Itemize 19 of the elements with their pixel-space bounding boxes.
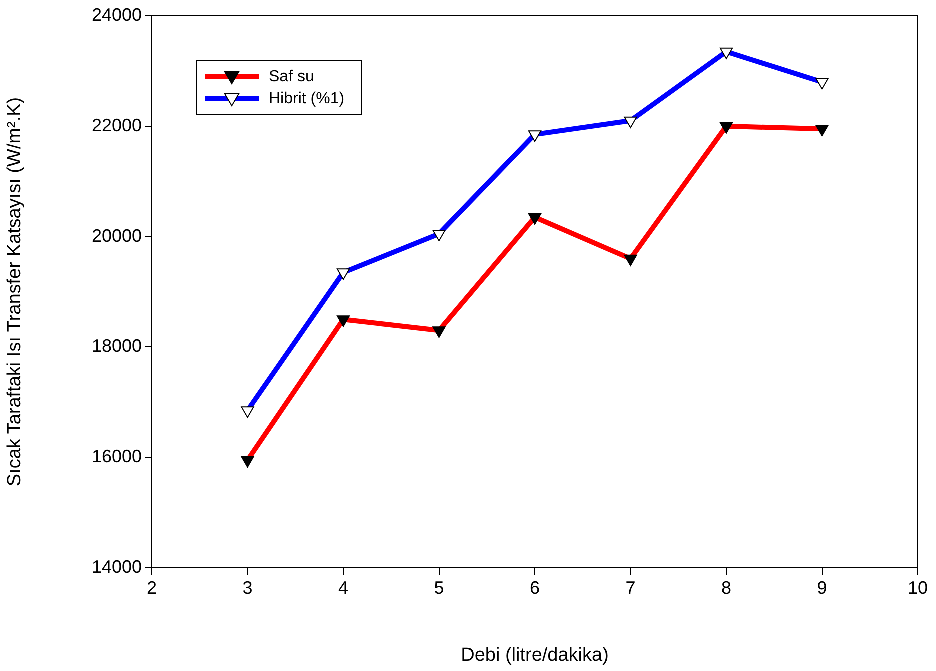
y-tick-label: 14000 xyxy=(92,556,142,577)
x-tick-label: 7 xyxy=(626,578,636,598)
x-tick-label: 5 xyxy=(434,578,444,598)
y-tick-label: 18000 xyxy=(92,336,142,356)
legend-label: Saf su xyxy=(269,68,314,86)
x-tick-label: 4 xyxy=(338,578,349,598)
x-tick-label: 6 xyxy=(530,578,540,598)
x-axis-title: Debi (litre/dakika) xyxy=(461,644,609,666)
x-tick-label: 8 xyxy=(721,578,732,598)
y-axis-title: Sıcak Taraftaki Isı Transfer Katsayısı (W/m².K) xyxy=(4,97,26,487)
legend-label: Hibrit (%1) xyxy=(269,90,345,108)
y-tick-label: 24000 xyxy=(92,4,142,25)
x-tick-label: 3 xyxy=(242,578,253,598)
x-tick-label: 9 xyxy=(817,578,828,598)
y-tick-label: 16000 xyxy=(92,446,142,467)
y-tick-label: 22000 xyxy=(92,115,142,136)
x-tick-label: 2 xyxy=(146,578,158,598)
y-tick-label: 20000 xyxy=(92,226,142,246)
x-tick-label: 10 xyxy=(908,578,928,598)
